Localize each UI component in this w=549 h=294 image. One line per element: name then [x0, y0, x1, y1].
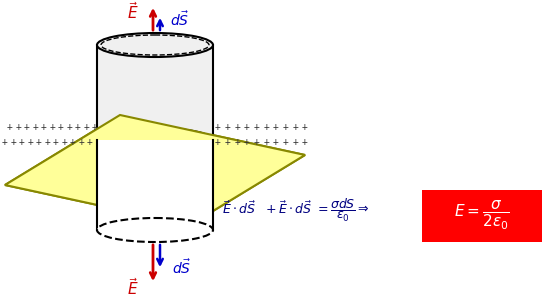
- Text: +: +: [293, 122, 298, 132]
- Text: $\vec{E}\cdot d\vec{S}\ \ +\vec{E}\cdot d\vec{S}\ =\dfrac{\sigma dS}{\varepsilon: $\vec{E}\cdot d\vec{S}\ \ +\vec{E}\cdot …: [222, 196, 369, 223]
- Text: +: +: [293, 137, 298, 147]
- Text: +: +: [215, 122, 221, 132]
- Polygon shape: [5, 115, 305, 225]
- Text: +: +: [61, 137, 68, 147]
- Text: +: +: [32, 122, 38, 132]
- Text: +: +: [53, 137, 59, 147]
- Text: +: +: [58, 122, 64, 132]
- Text: +: +: [66, 122, 72, 132]
- Text: +: +: [19, 137, 25, 147]
- Ellipse shape: [97, 218, 213, 242]
- Text: +: +: [234, 137, 240, 147]
- Text: +: +: [264, 137, 269, 147]
- Text: +: +: [49, 122, 55, 132]
- Text: +: +: [75, 122, 81, 132]
- Polygon shape: [97, 45, 213, 152]
- Text: +: +: [273, 122, 279, 132]
- FancyBboxPatch shape: [422, 190, 542, 242]
- Text: +: +: [264, 122, 269, 132]
- Text: +: +: [302, 122, 308, 132]
- Text: +: +: [15, 122, 21, 132]
- Text: +: +: [254, 122, 260, 132]
- Text: +: +: [44, 137, 51, 147]
- Text: +: +: [70, 137, 76, 147]
- Text: +: +: [41, 122, 47, 132]
- Text: +: +: [79, 137, 85, 147]
- Text: +: +: [215, 137, 221, 147]
- Text: +: +: [283, 122, 289, 132]
- Text: +: +: [244, 137, 250, 147]
- Text: $\vec{E}$: $\vec{E}$: [127, 278, 139, 294]
- Polygon shape: [5, 115, 305, 225]
- Ellipse shape: [97, 33, 213, 57]
- Text: $\vec{E}$: $\vec{E}$: [127, 1, 139, 22]
- Text: +: +: [244, 122, 250, 132]
- Text: +: +: [225, 122, 231, 132]
- Text: +: +: [234, 122, 240, 132]
- Text: +: +: [92, 122, 98, 132]
- Text: +: +: [225, 137, 231, 147]
- Text: +: +: [10, 137, 16, 147]
- Text: +: +: [83, 122, 89, 132]
- Text: $E=\dfrac{\sigma}{2\varepsilon_0}$: $E=\dfrac{\sigma}{2\varepsilon_0}$: [454, 200, 510, 232]
- Text: +: +: [36, 137, 42, 147]
- Text: $d\vec{S}$: $d\vec{S}$: [170, 11, 189, 29]
- Text: $d\vec{S}$: $d\vec{S}$: [172, 259, 192, 277]
- Text: +: +: [302, 137, 308, 147]
- Text: +: +: [273, 137, 279, 147]
- Text: +: +: [7, 122, 13, 132]
- Text: +: +: [27, 137, 33, 147]
- Text: +: +: [2, 137, 8, 147]
- Text: +: +: [24, 122, 30, 132]
- Text: +: +: [283, 137, 289, 147]
- Polygon shape: [97, 140, 213, 230]
- Text: +: +: [254, 137, 260, 147]
- Text: +: +: [87, 137, 93, 147]
